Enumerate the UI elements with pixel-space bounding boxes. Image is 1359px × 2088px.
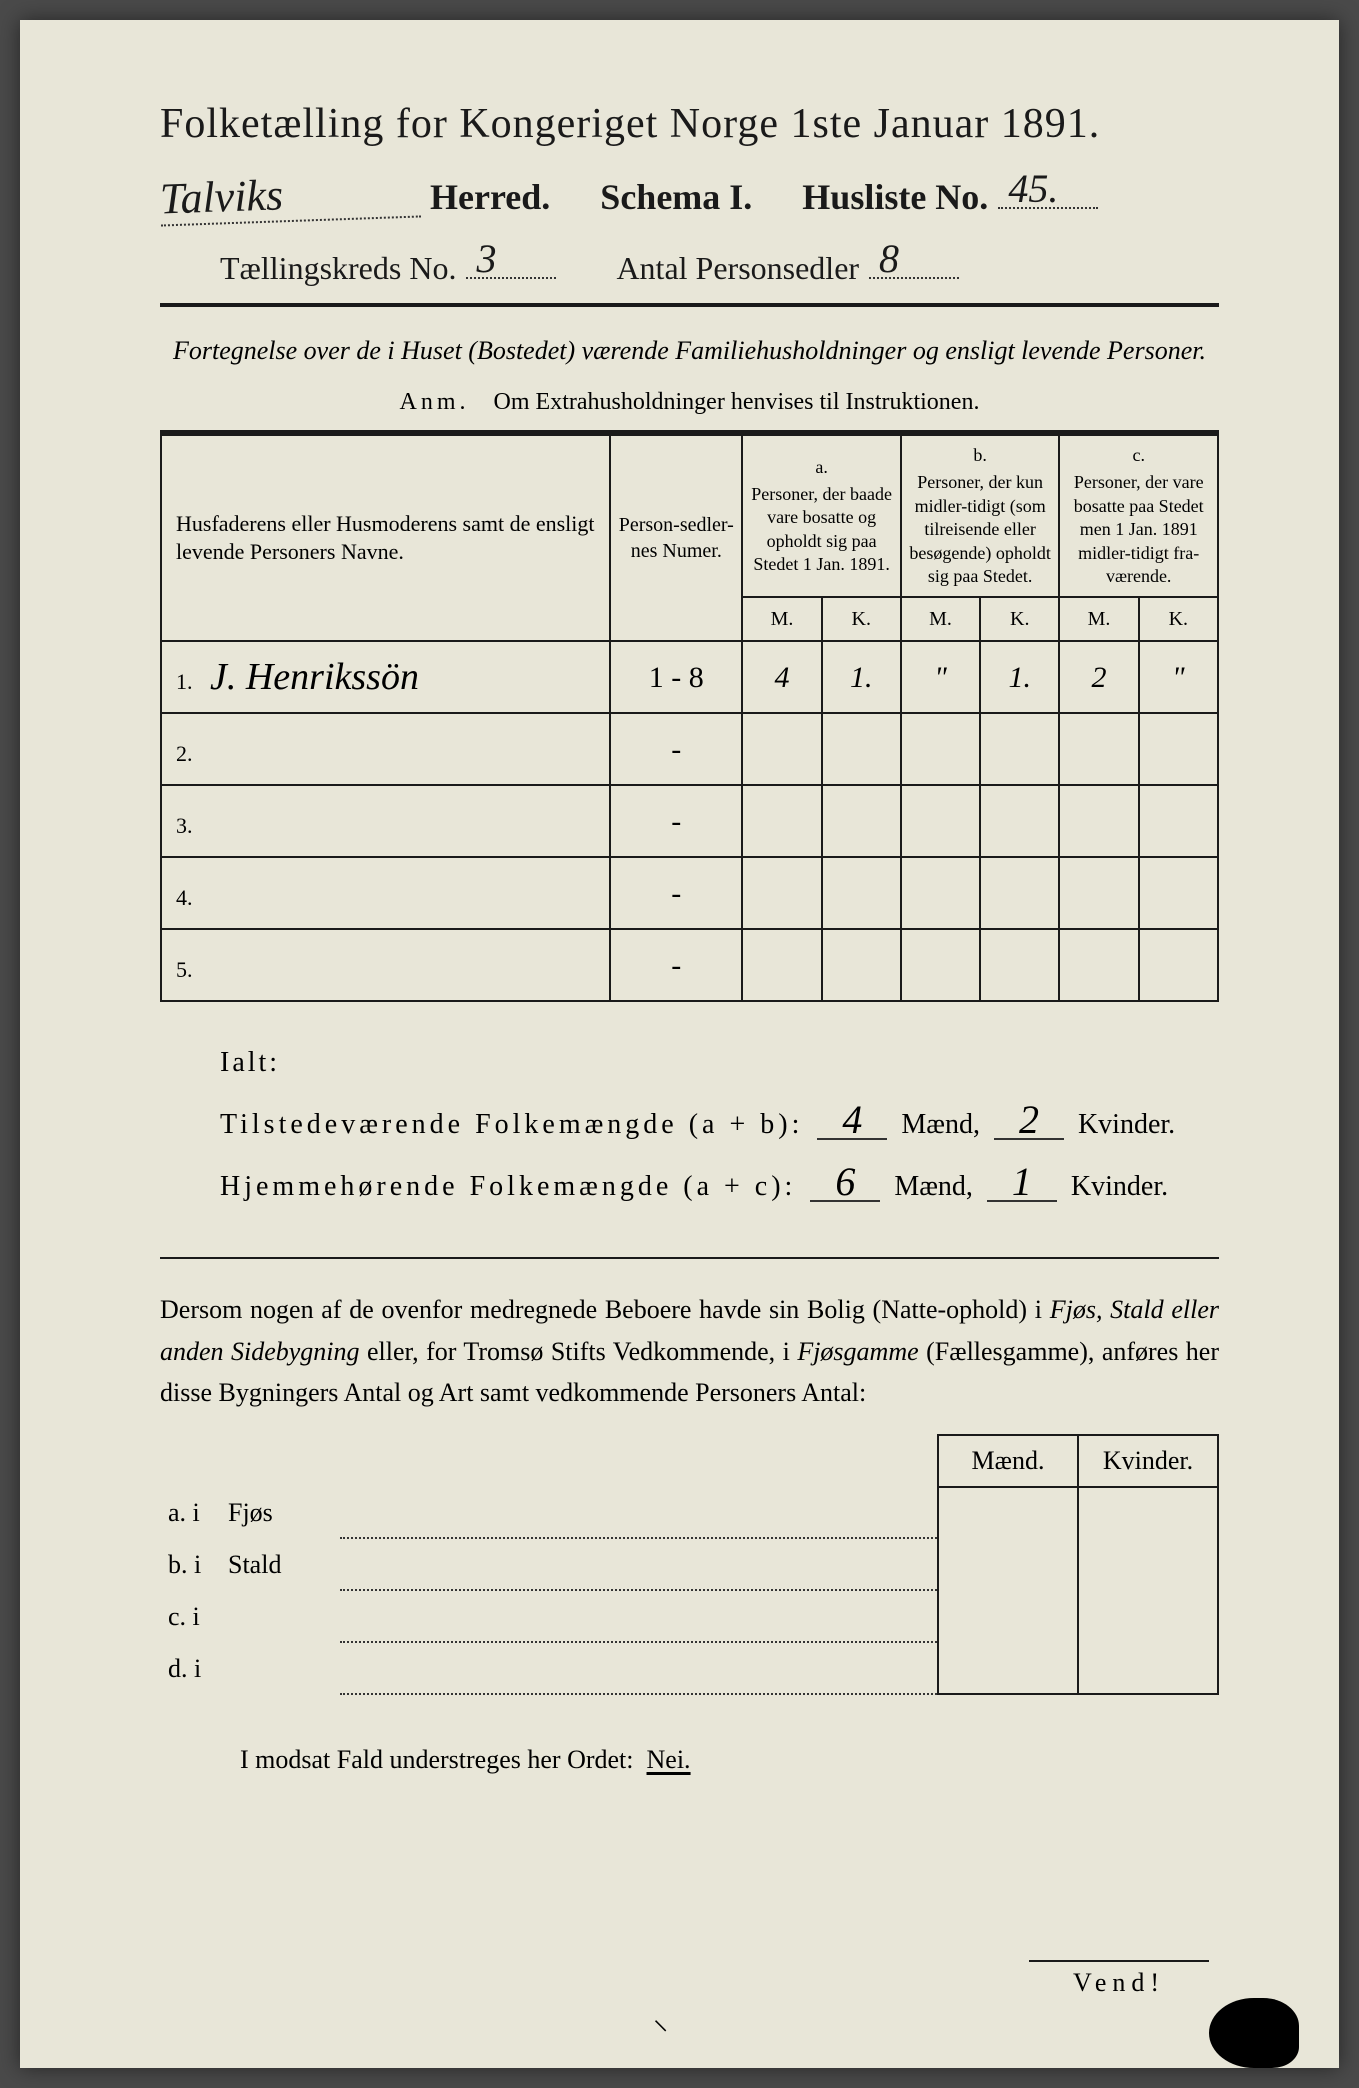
- vend-label: Vend!: [1029, 1960, 1209, 1998]
- husliste-no: 45.: [1008, 165, 1058, 212]
- rule-3: [160, 1257, 1219, 1259]
- husliste-label: Husliste No.: [802, 176, 988, 218]
- kreds-label: Tællingskreds No.: [220, 250, 456, 287]
- bottom-mark: ⸜: [653, 1997, 668, 2038]
- instructions-para: Dersom nogen af de ovenfor medregnede Be…: [160, 1289, 1219, 1414]
- th-kvinder: Kvinder.: [1078, 1435, 1218, 1487]
- th-c-m: M.: [1059, 597, 1138, 641]
- census-form-page: Folketælling for Kongeriget Norge 1ste J…: [20, 20, 1339, 2068]
- th-num: Person-sedler-nes Numer.: [610, 435, 742, 641]
- anm-label: Anm.: [400, 389, 470, 415]
- rule-1: [160, 303, 1219, 307]
- census-table: Husfaderens eller Husmoderens samt de en…: [160, 434, 1219, 1002]
- ink-blot: [1209, 1998, 1299, 2068]
- th-c: c. Personer, der vare bosatte paa Stedet…: [1059, 435, 1218, 597]
- table-row: 5. -: [161, 929, 1218, 1001]
- herred-handwritten: Talviks: [159, 165, 421, 227]
- building-row: a. iFjøs: [160, 1487, 1218, 1538]
- th-a: a. Personer, der baade vare bosatte og o…: [742, 435, 901, 597]
- header-line-3: Tællingskreds No. 3 Antal Personsedler 8: [160, 240, 1219, 286]
- kreds-no: 3: [476, 235, 496, 282]
- header-line-2: Talviks Herred. Schema I. Husliste No. 4…: [160, 166, 1219, 222]
- th-b: b. Personer, der kun midler-tidigt (som …: [901, 435, 1060, 597]
- th-a-k: K.: [822, 597, 901, 641]
- th-a-m: M.: [742, 597, 821, 641]
- antal-no: 8: [879, 235, 899, 282]
- th-names: Husfaderens eller Husmoderens samt de en…: [161, 435, 610, 641]
- totals-block: Ialt: Tilstedeværende Folkemængde (a + b…: [220, 1032, 1219, 1217]
- table-row: 2. -: [161, 713, 1218, 785]
- main-title: Folketælling for Kongeriget Norge 1ste J…: [160, 100, 1219, 148]
- th-c-k: K.: [1139, 597, 1218, 641]
- totals-line-1: Tilstedeværende Folkemængde (a + b): 4 M…: [220, 1094, 1219, 1156]
- herred-label: Herred.: [430, 176, 550, 218]
- nei-word: Nei.: [647, 1745, 691, 1774]
- table-row: 1. J. Henrikssön1 - 841."1.2": [161, 641, 1218, 713]
- footer-line: I modsat Fald understreges her Ordet: Ne…: [160, 1745, 1219, 1775]
- table-row: 4. -: [161, 857, 1218, 929]
- table-row: 3. -: [161, 785, 1218, 857]
- th-b-k: K.: [980, 597, 1059, 641]
- buildings-table: Mænd. Kvinder. a. iFjøs b. iStald c. i d…: [160, 1434, 1219, 1695]
- ialt-label: Ialt:: [220, 1032, 1219, 1094]
- totals-line-2: Hjemmehørende Folkemængde (a + c): 6 Mæn…: [220, 1156, 1219, 1218]
- building-row: d. i: [160, 1642, 1218, 1694]
- th-maend: Mænd.: [938, 1435, 1078, 1487]
- subtitle: Fortegnelse over de i Huset (Bostedet) v…: [160, 333, 1219, 369]
- anm-text: Om Extrahusholdninger henvises til Instr…: [494, 389, 980, 415]
- anm-line: Anm. Om Extrahusholdninger henvises til …: [160, 389, 1219, 416]
- antal-label: Antal Personsedler: [616, 250, 859, 287]
- building-row: c. i: [160, 1590, 1218, 1642]
- building-row: b. iStald: [160, 1538, 1218, 1590]
- schema-label: Schema I.: [600, 176, 752, 218]
- th-b-m: M.: [901, 597, 980, 641]
